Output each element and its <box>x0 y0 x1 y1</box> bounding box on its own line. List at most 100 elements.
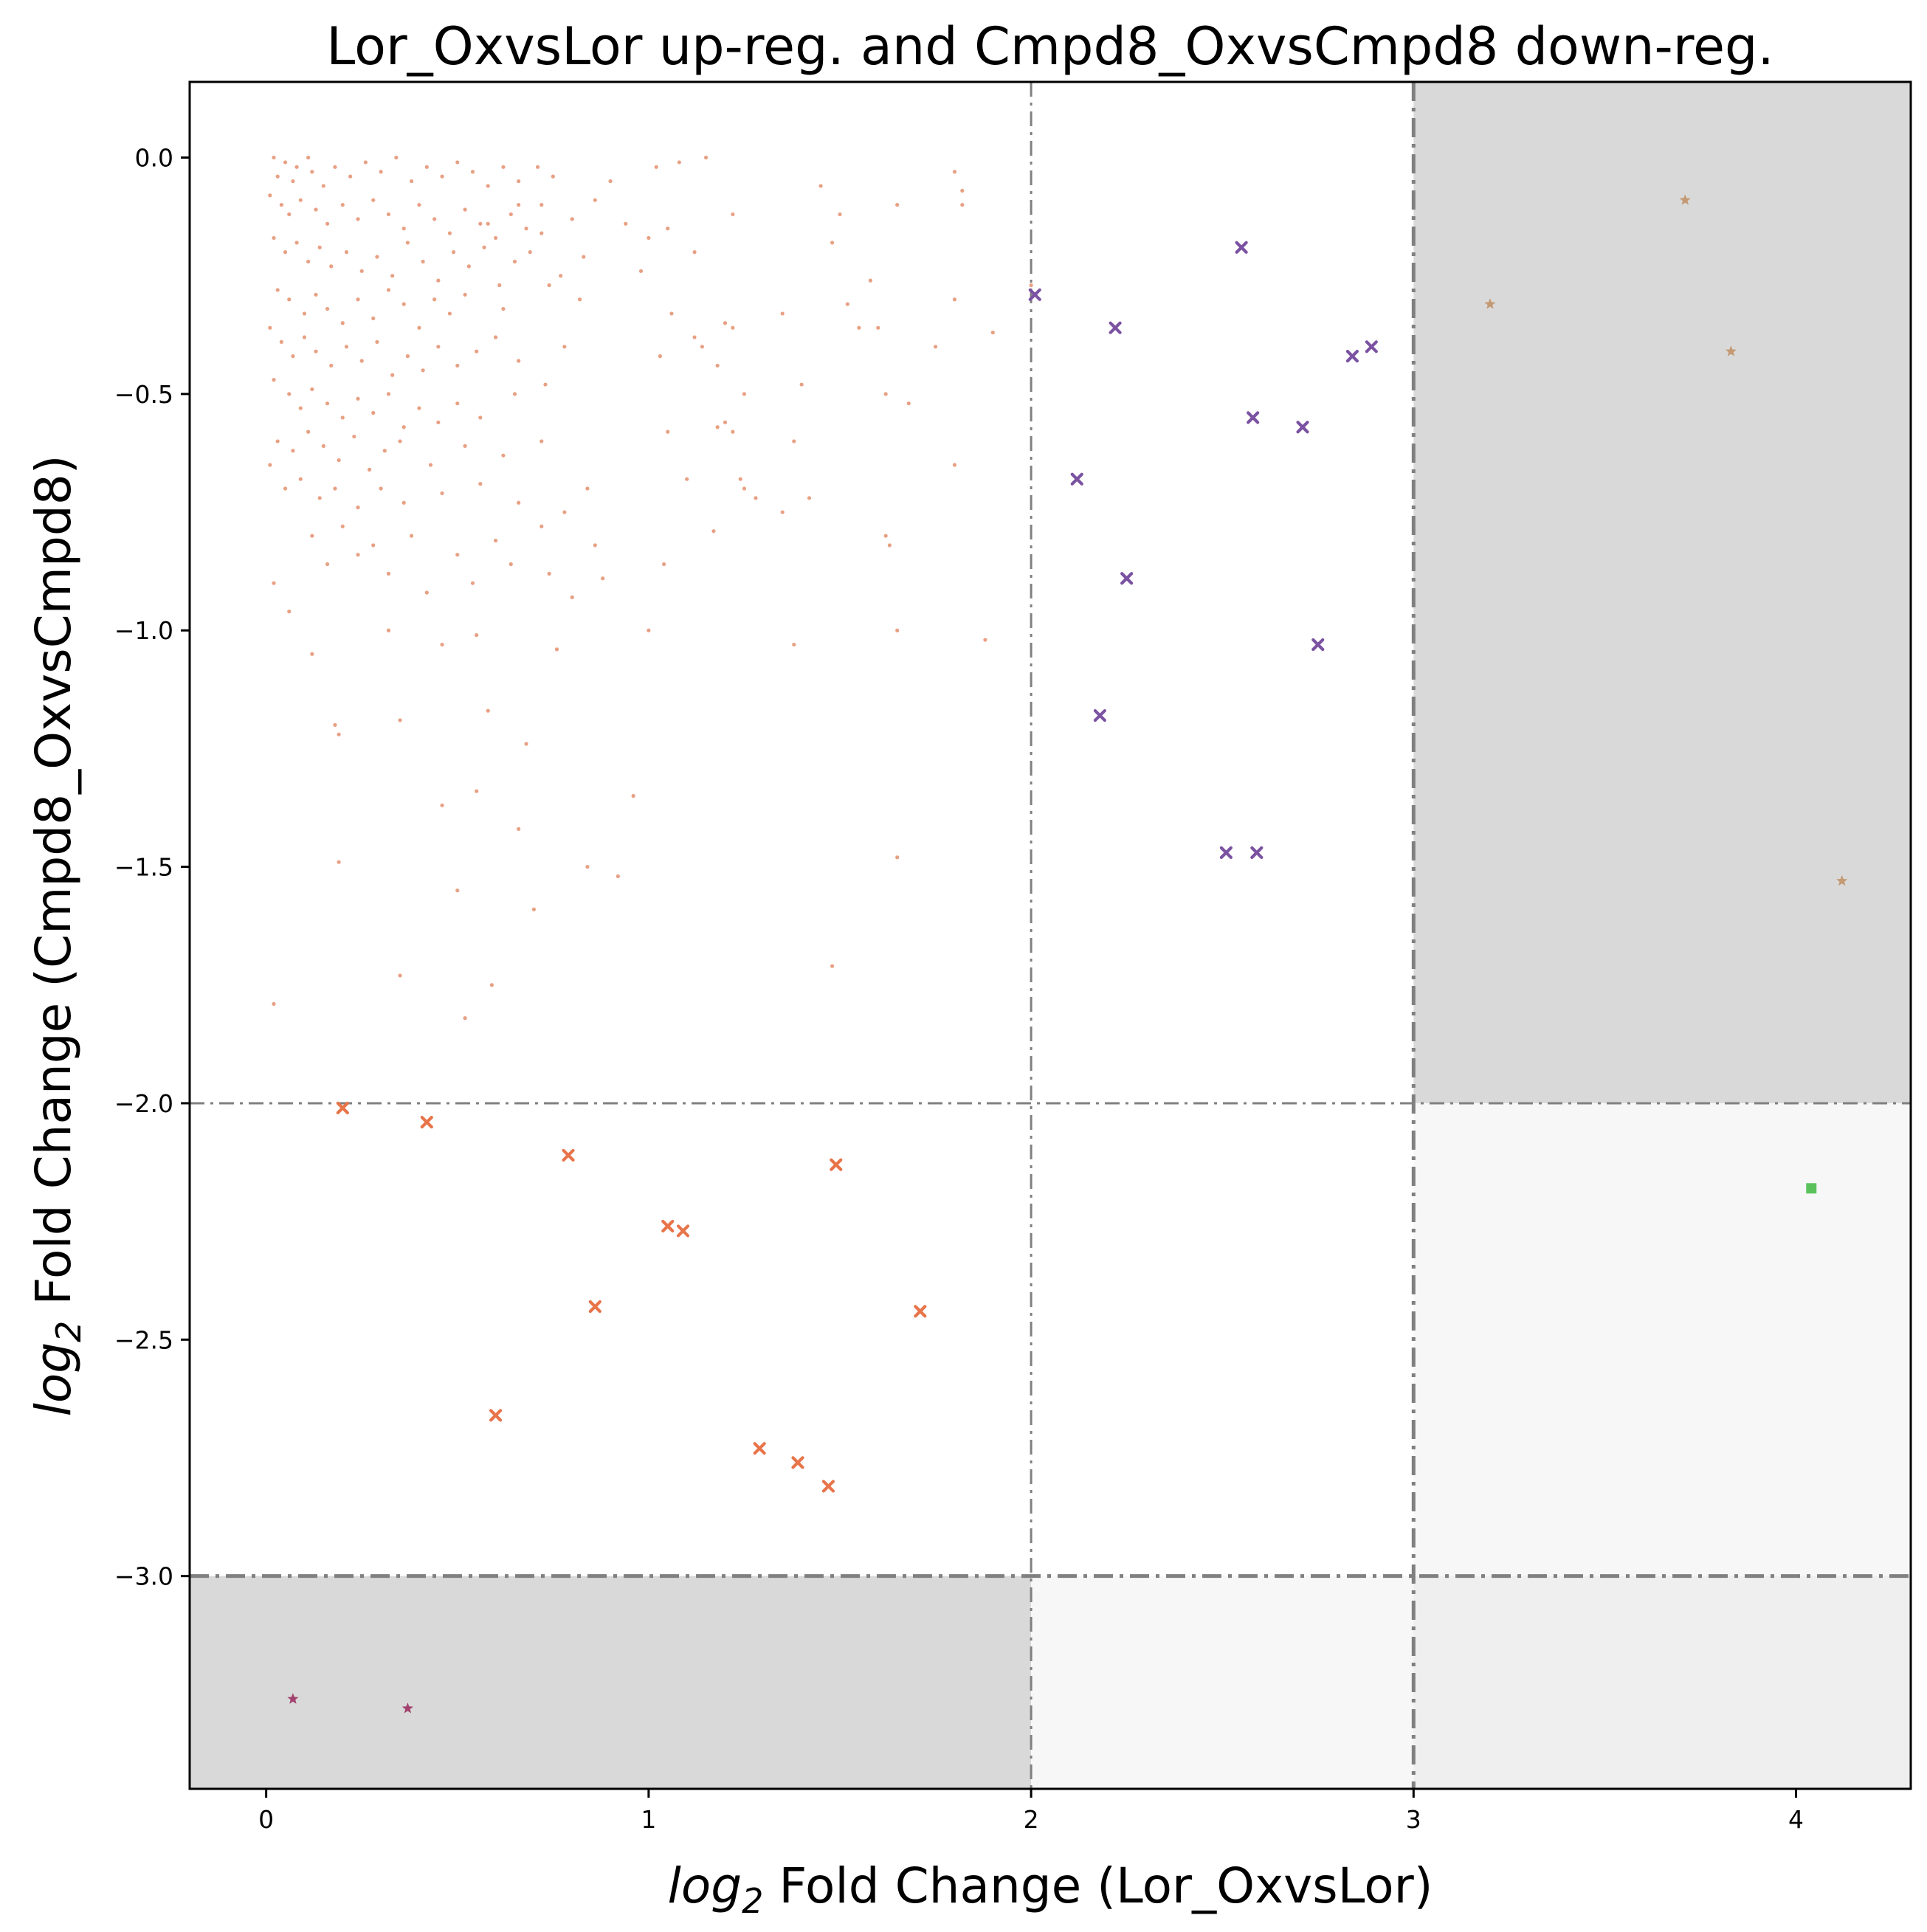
data-point-s0-126 <box>428 463 433 467</box>
data-point-s0-106 <box>340 415 345 420</box>
data-point-s0-145 <box>371 543 376 548</box>
data-point-s0-219 <box>666 429 670 434</box>
data-point-s0-39 <box>493 235 498 241</box>
data-point-s0-191 <box>658 354 663 359</box>
data-point-s0-131 <box>283 486 288 491</box>
chart-title: Lor_OxvsLor up-reg. and Cmpd8_OxvsCmpd8 … <box>326 16 1773 77</box>
data-point-s0-142 <box>585 486 590 491</box>
data-point-s0-243 <box>540 231 544 235</box>
data-point-s0-148 <box>493 538 498 543</box>
data-point-s2-9 <box>753 1442 766 1455</box>
data-point-s0-211 <box>895 202 900 207</box>
data-point-s0-228 <box>780 510 785 514</box>
data-point-s0-241 <box>486 221 490 226</box>
data-point-s0-216 <box>960 188 965 193</box>
data-point-s0-46 <box>283 250 288 255</box>
data-point-s0-130 <box>268 463 272 467</box>
data-point-s2-5 <box>676 1224 690 1238</box>
data-point-s0-60 <box>482 245 486 249</box>
x-axis-ticks: 0 1 2 3 4 <box>258 1789 1804 1834</box>
data-point-s0-104 <box>310 387 314 392</box>
data-point-s0-26 <box>298 198 303 202</box>
data-point-s0-146 <box>409 534 414 538</box>
data-point-s0-192 <box>669 311 674 316</box>
data-point-s0-45 <box>272 235 276 241</box>
data-point-s0-240 <box>1029 283 1033 288</box>
data-point-s0-197 <box>731 325 735 330</box>
data-point-s0-11 <box>379 170 383 174</box>
data-point-s2-2 <box>562 1148 575 1162</box>
data-point-s0-140 <box>517 500 521 505</box>
data-point-s0-157 <box>470 581 475 585</box>
shaded-region-0 <box>1413 82 1911 1103</box>
data-point-s0-167 <box>333 722 337 727</box>
data-point-s0-19 <box>501 165 506 169</box>
data-point-s0-180 <box>398 973 402 978</box>
data-point-s0-122 <box>352 434 356 439</box>
data-point-s0-88 <box>329 363 334 368</box>
data-point-s2-11 <box>821 1480 835 1493</box>
data-point-s0-205 <box>838 212 842 217</box>
data-point-s0-67 <box>287 297 292 302</box>
data-point-s0-76 <box>417 325 421 330</box>
data-point-s0-91 <box>375 339 379 344</box>
data-point-s0-194 <box>700 345 705 349</box>
data-point-s0-35 <box>432 217 437 221</box>
data-point-s0-100 <box>562 345 567 349</box>
data-point-s0-59 <box>466 264 471 269</box>
data-point-s0-109 <box>386 392 391 396</box>
shaded-region-4 <box>1413 1576 1911 1789</box>
data-point-s0-187 <box>666 227 670 231</box>
data-point-s0-28 <box>325 221 330 226</box>
data-point-s0-81 <box>547 283 551 288</box>
data-point-s0-225 <box>715 425 720 429</box>
data-point-s0-50 <box>329 264 334 269</box>
data-point-s0-24 <box>279 202 283 207</box>
data-point-s0-40 <box>509 212 513 217</box>
data-point-s0-123 <box>367 467 372 472</box>
data-point-s0-188 <box>677 160 681 165</box>
data-point-s0-215 <box>952 170 957 174</box>
data-point-s0-232 <box>952 463 957 467</box>
data-point-s3-1 <box>1484 298 1496 309</box>
data-point-s3-3 <box>1836 874 1848 886</box>
data-point-s0-138 <box>440 491 444 496</box>
data-point-s0-183 <box>616 874 621 879</box>
y-axis-label-log: log <box>25 1342 82 1417</box>
data-point-s0-173 <box>475 789 479 793</box>
data-point-s1-0 <box>1028 288 1041 301</box>
data-point-s1-10 <box>1093 708 1106 722</box>
data-point-s0-33 <box>401 227 406 231</box>
data-point-s0-231 <box>887 543 892 548</box>
data-point-s2-10 <box>791 1456 804 1469</box>
data-point-s0-170 <box>524 742 528 746</box>
data-point-s0-29 <box>340 202 345 207</box>
data-point-s0-201 <box>792 439 796 444</box>
data-point-s0-21 <box>535 165 540 169</box>
data-point-s0-102 <box>287 392 292 396</box>
data-point-s0-42 <box>540 202 544 207</box>
data-point-s0-5 <box>291 179 295 184</box>
y-tick-label-4: −2.0 <box>114 1089 173 1118</box>
data-point-s0-209 <box>876 325 880 330</box>
data-point-s0-154 <box>356 553 360 557</box>
data-point-s0-3 <box>306 155 311 160</box>
data-point-s0-150 <box>593 543 597 548</box>
data-point-s0-124 <box>382 449 387 453</box>
data-point-s0-245 <box>624 221 628 226</box>
data-point-s0-213 <box>933 345 938 349</box>
y-axis-label: log2 Fold Change (Cmpd8_OxvsCmpd8) <box>25 455 89 1416</box>
data-point-s0-37 <box>463 207 467 212</box>
data-point-s0-41 <box>524 227 528 231</box>
data-point-s0-199 <box>731 212 735 217</box>
data-point-s0-105 <box>325 401 330 406</box>
data-point-s0-12 <box>394 155 399 160</box>
data-point-s0-222 <box>742 486 747 491</box>
x-axis-label-rest: Fold Change (Lor_OxvsLor) <box>763 1857 1433 1914</box>
data-point-s0-137 <box>401 500 406 505</box>
data-point-s0-172 <box>440 803 444 807</box>
data-point-s0-193 <box>692 335 697 339</box>
shaded-region-2 <box>1413 1103 1911 1576</box>
data-point-s0-237 <box>647 628 651 632</box>
